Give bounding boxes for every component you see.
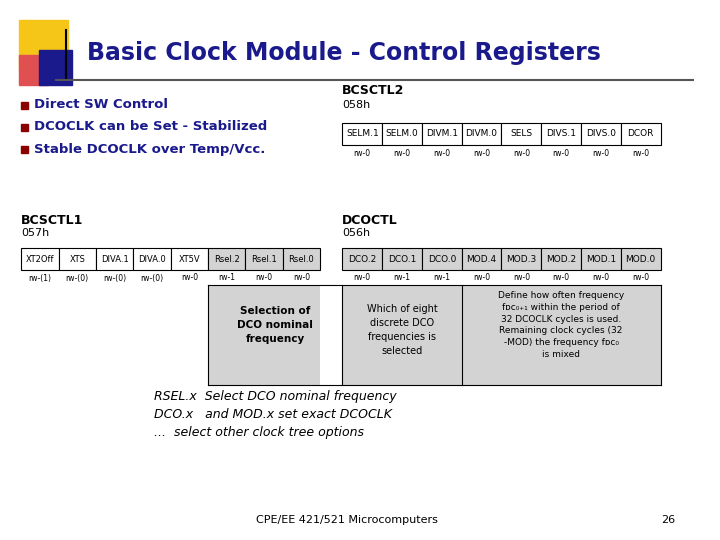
Text: rw-1: rw-1: [218, 273, 235, 282]
Text: 058h: 058h: [343, 100, 371, 110]
Text: MOD.4: MOD.4: [467, 254, 497, 264]
Bar: [19, 55, 48, 85]
Text: XTS: XTS: [69, 254, 85, 264]
Bar: [621, 123, 661, 145]
Text: Rsel.2: Rsel.2: [214, 254, 240, 264]
Bar: [382, 123, 422, 145]
Bar: [283, 248, 320, 270]
Text: Which of eight
discrete DCO
frequencies is
selected: Which of eight discrete DCO frequencies …: [366, 304, 438, 356]
Bar: [581, 123, 621, 145]
Bar: [343, 285, 661, 385]
Text: XT2Off: XT2Off: [26, 254, 54, 264]
Bar: [502, 123, 541, 145]
Text: rw-0: rw-0: [181, 273, 198, 282]
Text: BCSCTL2: BCSCTL2: [343, 84, 405, 97]
Bar: [462, 123, 502, 145]
Text: rw-0: rw-0: [513, 273, 530, 282]
Bar: [343, 123, 382, 145]
Text: rw-0: rw-0: [593, 148, 610, 158]
Text: SELM.1: SELM.1: [346, 130, 379, 138]
Text: rw-(0): rw-(0): [66, 273, 89, 282]
Text: DIVM.1: DIVM.1: [426, 130, 458, 138]
Bar: [96, 248, 133, 270]
Text: SELS: SELS: [510, 130, 533, 138]
Text: DIVS.0: DIVS.0: [586, 130, 616, 138]
Text: rw-0: rw-0: [354, 273, 371, 282]
Text: Rsel.1: Rsel.1: [251, 254, 277, 264]
Bar: [208, 248, 246, 270]
Text: Basic Clock Module - Control Registers: Basic Clock Module - Control Registers: [87, 41, 600, 65]
Text: DCOCTL: DCOCTL: [343, 213, 398, 226]
Bar: [21, 248, 58, 270]
Bar: [171, 248, 208, 270]
Text: DCO.2: DCO.2: [348, 254, 377, 264]
Text: DIVA.1: DIVA.1: [101, 254, 128, 264]
Bar: [581, 248, 621, 270]
Text: Stable DCOCLK over Temp/Vcc.: Stable DCOCLK over Temp/Vcc.: [34, 143, 265, 156]
Text: rw-(0): rw-(0): [140, 273, 163, 282]
Text: DIVS.1: DIVS.1: [546, 130, 576, 138]
Text: CPE/EE 421/521 Microcomputers: CPE/EE 421/521 Microcomputers: [256, 515, 438, 525]
Text: rw-0: rw-0: [553, 273, 570, 282]
Bar: [462, 248, 502, 270]
Text: XT5V: XT5V: [179, 254, 200, 264]
Text: rw-0: rw-0: [256, 273, 273, 282]
Text: Define how often frequency
fᴅᴄ₀₊₁ within the period of
32 DCOCLK cycles is used.: Define how often frequency fᴅᴄ₀₊₁ within…: [498, 291, 624, 359]
Text: rw-0: rw-0: [354, 148, 371, 158]
Text: Rsel.0: Rsel.0: [289, 254, 315, 264]
Text: rw-0: rw-0: [473, 148, 490, 158]
Text: MOD.2: MOD.2: [546, 254, 576, 264]
Text: DCO.0: DCO.0: [428, 254, 456, 264]
Text: rw-(1): rw-(1): [28, 273, 51, 282]
Text: 056h: 056h: [343, 228, 371, 238]
Text: MOD.0: MOD.0: [626, 254, 656, 264]
Text: DIVA.0: DIVA.0: [138, 254, 166, 264]
Text: DCOR: DCOR: [628, 130, 654, 138]
Text: rw-1: rw-1: [394, 273, 410, 282]
Text: MOD.3: MOD.3: [506, 254, 536, 264]
Bar: [21, 124, 28, 131]
Text: rw-0: rw-0: [632, 273, 649, 282]
Bar: [422, 248, 462, 270]
Text: rw-0: rw-0: [632, 148, 649, 158]
Bar: [208, 285, 320, 385]
Text: DIVM.0: DIVM.0: [466, 130, 498, 138]
Bar: [19, 20, 68, 70]
Text: rw-(0): rw-(0): [103, 273, 126, 282]
Bar: [21, 146, 28, 153]
Text: Selection of
DCO nominal
frequency: Selection of DCO nominal frequency: [238, 306, 313, 344]
Text: 26: 26: [661, 515, 675, 525]
Bar: [502, 248, 541, 270]
Text: rw-0: rw-0: [433, 148, 451, 158]
Text: rw-0: rw-0: [553, 148, 570, 158]
Bar: [382, 248, 422, 270]
Text: rw-0: rw-0: [473, 273, 490, 282]
Text: SELM.0: SELM.0: [386, 130, 418, 138]
Text: DCO.1: DCO.1: [388, 254, 416, 264]
Bar: [541, 123, 581, 145]
Text: ...  select other clock tree options: ... select other clock tree options: [154, 426, 364, 439]
Text: rw-0: rw-0: [513, 148, 530, 158]
Text: 057h: 057h: [21, 228, 50, 238]
Text: rw-0: rw-0: [393, 148, 410, 158]
Bar: [39, 50, 72, 85]
Text: rw-0: rw-0: [593, 273, 610, 282]
Text: rw-0: rw-0: [293, 273, 310, 282]
Bar: [343, 248, 382, 270]
Text: Direct SW Control: Direct SW Control: [34, 98, 168, 111]
Text: RSEL.x  Select DCO nominal frequency: RSEL.x Select DCO nominal frequency: [154, 390, 397, 403]
Bar: [541, 248, 581, 270]
Text: BCSCTL1: BCSCTL1: [21, 213, 84, 226]
Bar: [621, 248, 661, 270]
Bar: [58, 248, 96, 270]
Bar: [246, 248, 283, 270]
Bar: [422, 123, 462, 145]
Bar: [133, 248, 171, 270]
Text: MOD.1: MOD.1: [586, 254, 616, 264]
Text: rw-1: rw-1: [433, 273, 450, 282]
Text: DCOCLK can be Set - Stabilized: DCOCLK can be Set - Stabilized: [34, 120, 267, 133]
Text: DCO.x   and MOD.x set exact DCOCLK: DCO.x and MOD.x set exact DCOCLK: [154, 408, 392, 421]
Bar: [21, 102, 28, 109]
